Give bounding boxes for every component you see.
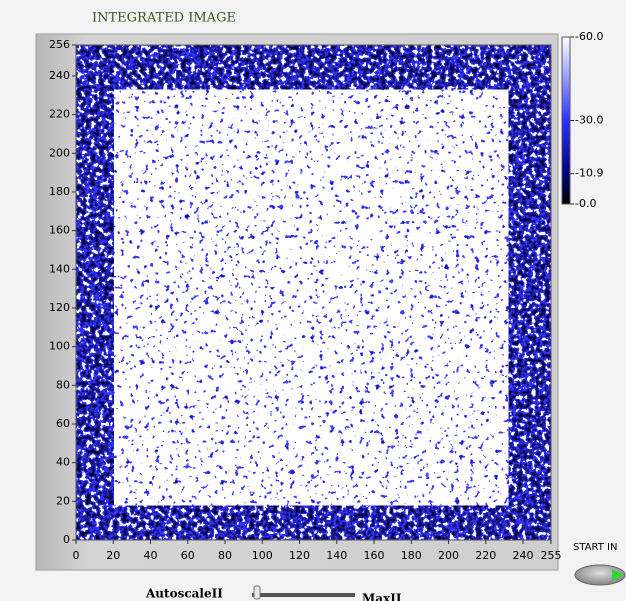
x-tick-label: 255 [541, 549, 562, 562]
max-label: MaxII [362, 592, 402, 601]
start-button-label: START IN [573, 542, 617, 553]
y-tick-label: 160 [49, 224, 70, 237]
y-tick-label: 200 [49, 146, 70, 159]
plot-area [76, 45, 551, 540]
y-tick-label: 180 [49, 185, 70, 198]
intensity-image-core [114, 89, 509, 506]
y-tick-label: 0 [63, 533, 70, 546]
colorbar-tick-label: -10.9 [575, 167, 603, 180]
y-tick-label: 80 [56, 378, 70, 391]
y-tick-label: 40 [56, 456, 70, 469]
x-tick-label: 140 [326, 549, 347, 562]
graph-title: INTEGRATED IMAGE [92, 11, 236, 26]
x-tick-label: 60 [181, 549, 195, 562]
x-tick-label: 40 [144, 549, 158, 562]
axes: 0 20 40 60 80 100 120 140 160 180 200 220 240 255 0 20 4… [49, 30, 603, 562]
x-tick-label: 120 [289, 549, 310, 562]
colorbar-tick-label: -0.0 [575, 197, 596, 210]
y-tick-label: 60 [56, 417, 70, 430]
y-tick-label: 20 [56, 494, 70, 507]
x-tick-label: 220 [475, 549, 496, 562]
y-tick-label: 140 [49, 262, 70, 275]
start-button-icon [612, 569, 624, 581]
x-tick-label: 20 [106, 549, 120, 562]
y-tick-label: 120 [49, 301, 70, 314]
y-tick-label: 220 [49, 108, 70, 121]
colorbar-tick-label: -30.0 [575, 114, 603, 127]
x-tick-label: 240 [513, 549, 534, 562]
colorbar-tick-label: -60.0 [575, 30, 603, 43]
x-tick-label: 200 [438, 549, 459, 562]
x-tick-label: 80 [218, 549, 232, 562]
x-tick-label: 180 [401, 549, 422, 562]
color-ramp [561, 36, 571, 205]
plot-border [75, 44, 552, 541]
y-tick-label: 256 [49, 38, 70, 51]
autoscale-label: AutoscaleII [145, 587, 223, 601]
x-tick-label: 0 [73, 549, 80, 562]
slider-knob[interactable] [253, 585, 261, 600]
x-tick-label: 100 [252, 549, 273, 562]
y-tick-label: 240 [49, 69, 70, 82]
x-tick-label: 160 [364, 549, 385, 562]
y-tick-label: 100 [49, 340, 70, 353]
